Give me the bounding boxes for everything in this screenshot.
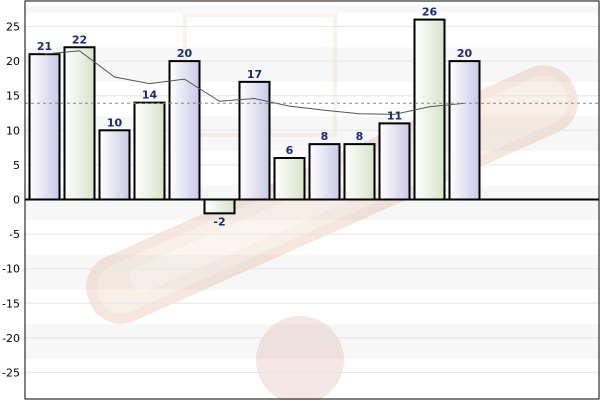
y-axis: -25 -20 -15 -10 -5 0 5 10 15 20 25 bbox=[2, 21, 20, 380]
ball-icon bbox=[256, 316, 344, 404]
y-tick-label: -20 bbox=[2, 332, 20, 345]
bar bbox=[168, 60, 201, 201]
data-label: 20 bbox=[457, 47, 473, 60]
bar bbox=[98, 129, 131, 201]
data-label: 10 bbox=[107, 116, 123, 129]
data-label: 8 bbox=[321, 130, 329, 143]
y-tick-label: 5 bbox=[13, 159, 20, 172]
line-series bbox=[25, 50, 599, 115]
data-label: 21 bbox=[37, 40, 52, 53]
bar bbox=[448, 60, 481, 201]
data-label: 17 bbox=[247, 68, 262, 81]
plot-band bbox=[25, 81, 599, 117]
y-tick-label: 15 bbox=[6, 90, 20, 103]
bar bbox=[63, 46, 96, 201]
data-label: 14 bbox=[142, 89, 158, 102]
y-tick-label: -5 bbox=[9, 228, 20, 241]
plot-frame bbox=[24, 0, 600, 400]
data-labels: 21 22 10 14 20 -2 17 6 8 8 11 26 20 bbox=[37, 6, 473, 229]
plot-band bbox=[25, 289, 599, 325]
y-tick-label: 0 bbox=[13, 194, 20, 207]
y-tick-label: 25 bbox=[6, 21, 20, 34]
bar-series bbox=[28, 18, 481, 215]
y-tick-label: 20 bbox=[6, 55, 20, 68]
trend-line bbox=[44, 50, 465, 115]
y-tick-label: -10 bbox=[2, 263, 20, 276]
bar bbox=[133, 101, 166, 201]
y-tick-label: -25 bbox=[2, 367, 20, 380]
bar bbox=[343, 143, 376, 201]
bar bbox=[308, 143, 341, 201]
plot-band bbox=[25, 324, 599, 359]
plot-band bbox=[25, 254, 599, 290]
bar bbox=[273, 156, 306, 201]
plot-band bbox=[25, 220, 599, 255]
data-label: 8 bbox=[356, 130, 364, 143]
bar bbox=[203, 198, 236, 215]
data-label: 22 bbox=[72, 33, 87, 46]
bar bbox=[413, 18, 446, 201]
y-tick-label: 10 bbox=[6, 124, 20, 137]
data-label: -2 bbox=[213, 215, 225, 228]
data-label: 20 bbox=[177, 47, 193, 60]
y-tick-label: -15 bbox=[2, 297, 20, 310]
bar bbox=[238, 80, 271, 201]
bar bbox=[28, 53, 61, 201]
plot-band bbox=[25, 47, 599, 82]
data-label: 11 bbox=[387, 109, 402, 122]
plot-band bbox=[25, 5, 599, 13]
data-label: 26 bbox=[422, 6, 438, 19]
plot-band bbox=[25, 358, 599, 394]
data-label: 6 bbox=[286, 144, 294, 157]
bar bbox=[378, 122, 411, 201]
plot-band bbox=[25, 12, 599, 48]
